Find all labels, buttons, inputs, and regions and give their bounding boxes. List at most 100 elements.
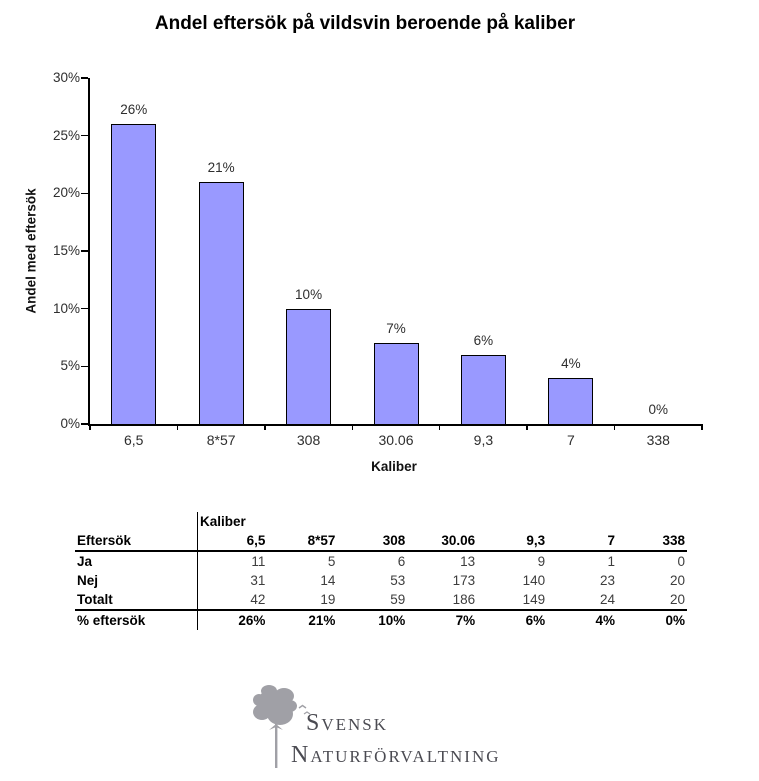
table-cell: 6% bbox=[525, 613, 546, 628]
table-cell: 149 bbox=[477, 590, 548, 611]
bar-value-label: 6% bbox=[473, 332, 494, 348]
x-axis-category-label: 7 bbox=[566, 432, 575, 448]
bar-6,5 bbox=[111, 124, 157, 424]
logo-text-line1: Svensk bbox=[306, 710, 389, 736]
bar-value-label: 21% bbox=[207, 159, 235, 175]
table-cell: 20 bbox=[617, 590, 687, 611]
column-header: 30.06 bbox=[407, 531, 478, 552]
bar-value-label: 4% bbox=[561, 355, 581, 371]
table-cell: 53 bbox=[390, 573, 406, 588]
table-cell: 7% bbox=[455, 613, 476, 628]
summary-table: Kaliber Eftersök 6,5 8*57 308 30.06 9,3 7 338 Ja 1… bbox=[75, 512, 687, 630]
y-axis-tick-label: 5% bbox=[60, 358, 80, 374]
corner-label: Kaliber bbox=[197, 512, 687, 531]
logo-text-line2: Naturförvaltning bbox=[291, 742, 501, 768]
table-cell: 23 bbox=[600, 573, 616, 588]
row-label: Ja bbox=[77, 554, 93, 569]
y-axis-tick bbox=[81, 134, 88, 137]
table-cell: 0% bbox=[665, 613, 685, 628]
column-header: 338 bbox=[617, 531, 687, 552]
x-axis-category-label: 338 bbox=[646, 432, 670, 448]
x-axis-tick bbox=[264, 424, 266, 430]
table-cell: 9 bbox=[537, 554, 546, 569]
table-cell: 31 bbox=[197, 571, 268, 590]
x-axis-tick bbox=[351, 424, 354, 430]
x-axis-category-label: 308 bbox=[296, 432, 321, 448]
y-axis-tick bbox=[81, 250, 88, 252]
row-header-label: Eftersök bbox=[75, 531, 198, 552]
x-axis-tick bbox=[89, 424, 91, 430]
bar-value-label: 0% bbox=[648, 402, 669, 417]
x-axis-category-label: 8*57 bbox=[206, 432, 236, 448]
y-axis-tick-label: 25% bbox=[52, 127, 80, 143]
bar-9,3 bbox=[460, 354, 506, 424]
table-cell: 1 bbox=[607, 554, 616, 569]
bar-308 bbox=[286, 308, 332, 424]
table-cell: 26% bbox=[197, 610, 268, 630]
y-axis-tick-label: 15% bbox=[52, 243, 80, 258]
table-cell: 5 bbox=[327, 554, 336, 569]
chart-title: Andel eftersök på vildsvin beroende på k… bbox=[154, 13, 576, 34]
tree-icon bbox=[253, 685, 311, 768]
table-cell: 19 bbox=[267, 590, 338, 611]
bar-value-label: 7% bbox=[386, 321, 406, 337]
column-header: 6,5 bbox=[197, 531, 268, 552]
table-row-kaliber: Kaliber bbox=[75, 512, 687, 531]
table-cell: 13 bbox=[460, 554, 476, 569]
bar-8*57 bbox=[198, 181, 244, 424]
table-cell: 140 bbox=[522, 573, 546, 588]
column-header: 308 bbox=[337, 531, 408, 552]
y-axis-tick-label: 20% bbox=[52, 185, 80, 201]
table-cell: 0 bbox=[677, 554, 685, 569]
table-cell: 21% bbox=[308, 613, 336, 628]
y-axis-tick-label: 30% bbox=[52, 70, 80, 85]
y-axis-tick-label: 10% bbox=[52, 300, 80, 316]
table-cell: 186 bbox=[407, 590, 478, 611]
table-row: Nej 31 14 53 173 140 23 20 bbox=[75, 571, 687, 590]
table-cell: 4% bbox=[595, 613, 616, 628]
x-axis-tick bbox=[176, 424, 179, 430]
row-label: % eftersök bbox=[77, 613, 146, 628]
bar-30.06 bbox=[373, 343, 419, 424]
data-table: Kaliber Eftersök 6,5 8*57 308 30.06 9,3 7 338 Ja 1… bbox=[75, 512, 687, 630]
y-axis-tick bbox=[81, 192, 88, 195]
bar-value-label: 10% bbox=[295, 286, 323, 302]
table-cell: 42 bbox=[197, 590, 268, 611]
table-cell: 20 bbox=[669, 573, 685, 588]
table-cell: 14 bbox=[320, 573, 336, 588]
x-axis-category-label: 30.06 bbox=[378, 432, 414, 448]
y-axis-tick bbox=[81, 365, 88, 368]
bar-value-label: 26% bbox=[120, 102, 148, 118]
table-header-row: Eftersök 6,5 8*57 308 30.06 9,3 7 338 bbox=[75, 531, 687, 552]
y-axis-tick bbox=[81, 307, 88, 310]
column-header: 7 bbox=[547, 531, 618, 552]
table-cell: 11 bbox=[197, 551, 268, 571]
x-axis-category-label: 9,3 bbox=[473, 432, 494, 448]
row-label: Nej bbox=[77, 573, 99, 588]
table-row: Totalt 42 19 59 186 149 24 20 bbox=[75, 590, 687, 611]
x-axis-tick bbox=[701, 424, 703, 430]
table-cell: 173 bbox=[452, 573, 476, 588]
y-axis-labels: 0% 5% 10% 15% 20% 25% 30% bbox=[0, 70, 80, 431]
y-axis-tick bbox=[81, 423, 88, 425]
bar-7 bbox=[548, 377, 594, 424]
table-cell: 10% bbox=[378, 613, 406, 628]
table-row: % eftersök 26% 21% 10% 7% 6% 4% 0% bbox=[75, 610, 687, 630]
x-axis-tick bbox=[438, 424, 441, 430]
corner-empty-cell bbox=[75, 512, 198, 531]
table-cell: 24 bbox=[547, 590, 618, 611]
table-cell: 59 bbox=[337, 590, 408, 611]
table-row: Ja 11 5 6 13 9 1 0 bbox=[75, 551, 687, 571]
plot-area: 26% 6,5 21% 8*57 10% 308 7% 30.06 6% 9,3 4% 7 0% 338 bbox=[81, 77, 703, 448]
y-axis-tick-label: 0% bbox=[60, 416, 80, 431]
x-axis-title: Kaliber bbox=[371, 459, 417, 474]
y-axis-tick bbox=[81, 77, 88, 79]
summary-table-body: Kaliber Eftersök 6,5 8*57 308 30.06 9,3 7 338 Ja 1… bbox=[75, 512, 687, 630]
table-cell: 6 bbox=[397, 554, 406, 569]
row-label: Totalt bbox=[75, 590, 198, 611]
x-axis-tick bbox=[526, 424, 528, 430]
x-axis-category-label: 6,5 bbox=[123, 432, 144, 448]
column-header: 8*57 bbox=[267, 531, 338, 552]
x-axis-tick bbox=[613, 424, 616, 430]
